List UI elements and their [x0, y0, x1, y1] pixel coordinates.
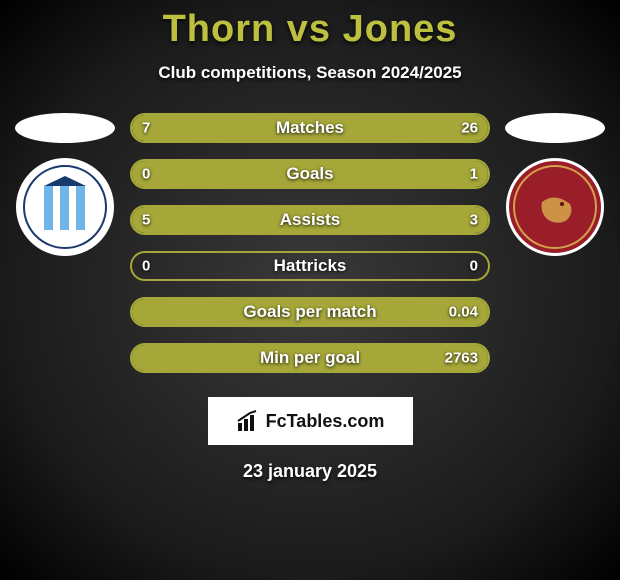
- stat-bar-goals: 0 Goals 1: [130, 159, 490, 189]
- stat-left-value: 0: [142, 258, 150, 275]
- colchester-crest-icon: [22, 164, 108, 250]
- brand-attribution: FcTables.com: [208, 397, 413, 445]
- right-club-badge: [506, 158, 604, 256]
- stat-right-value: 3: [470, 212, 478, 229]
- page-subtitle: Club competitions, Season 2024/2025: [0, 63, 620, 83]
- stat-bar-assists: 5 Assists 3: [130, 205, 490, 235]
- stat-left-value: 0: [142, 166, 150, 183]
- footer-date: 23 january 2025: [0, 461, 620, 482]
- stats-bars: 7 Matches 26 0 Goals 1 5 Assists 3 0 Hat…: [120, 113, 500, 389]
- brand-name: FcTables.com: [266, 411, 385, 432]
- morecambe-crest-icon: [512, 164, 598, 250]
- stat-label: Goals per match: [243, 302, 376, 322]
- stat-label: Min per goal: [260, 348, 360, 368]
- stat-bar-hattricks: 0 Hattricks 0: [130, 251, 490, 281]
- stat-right-value: 26: [461, 120, 478, 137]
- stat-left-value: 5: [142, 212, 150, 229]
- stat-right-value: 1: [470, 166, 478, 183]
- stat-label: Goals: [286, 164, 333, 184]
- bar-fill-right: [207, 115, 488, 141]
- stat-right-value: 0.04: [449, 304, 478, 321]
- stat-left-value: 7: [142, 120, 150, 137]
- page-title: Thorn vs Jones: [0, 0, 620, 51]
- left-player-side: [10, 113, 120, 256]
- left-club-badge: [16, 158, 114, 256]
- stat-right-value: 2763: [445, 350, 478, 367]
- stat-label: Assists: [280, 210, 340, 230]
- chart-icon: [236, 409, 260, 433]
- bar-fill-right: [353, 207, 488, 233]
- comparison-row: 7 Matches 26 0 Goals 1 5 Assists 3 0 Hat…: [0, 113, 620, 389]
- stat-bar-matches: 7 Matches 26: [130, 113, 490, 143]
- left-player-name-oval: [15, 113, 115, 143]
- stat-bar-min-per-goal: Min per goal 2763: [130, 343, 490, 373]
- stat-bar-goals-per-match: Goals per match 0.04: [130, 297, 490, 327]
- right-player-name-oval: [505, 113, 605, 143]
- stat-label: Hattricks: [274, 256, 347, 276]
- stat-label: Matches: [276, 118, 344, 138]
- right-player-side: [500, 113, 610, 256]
- stat-right-value: 0: [470, 258, 478, 275]
